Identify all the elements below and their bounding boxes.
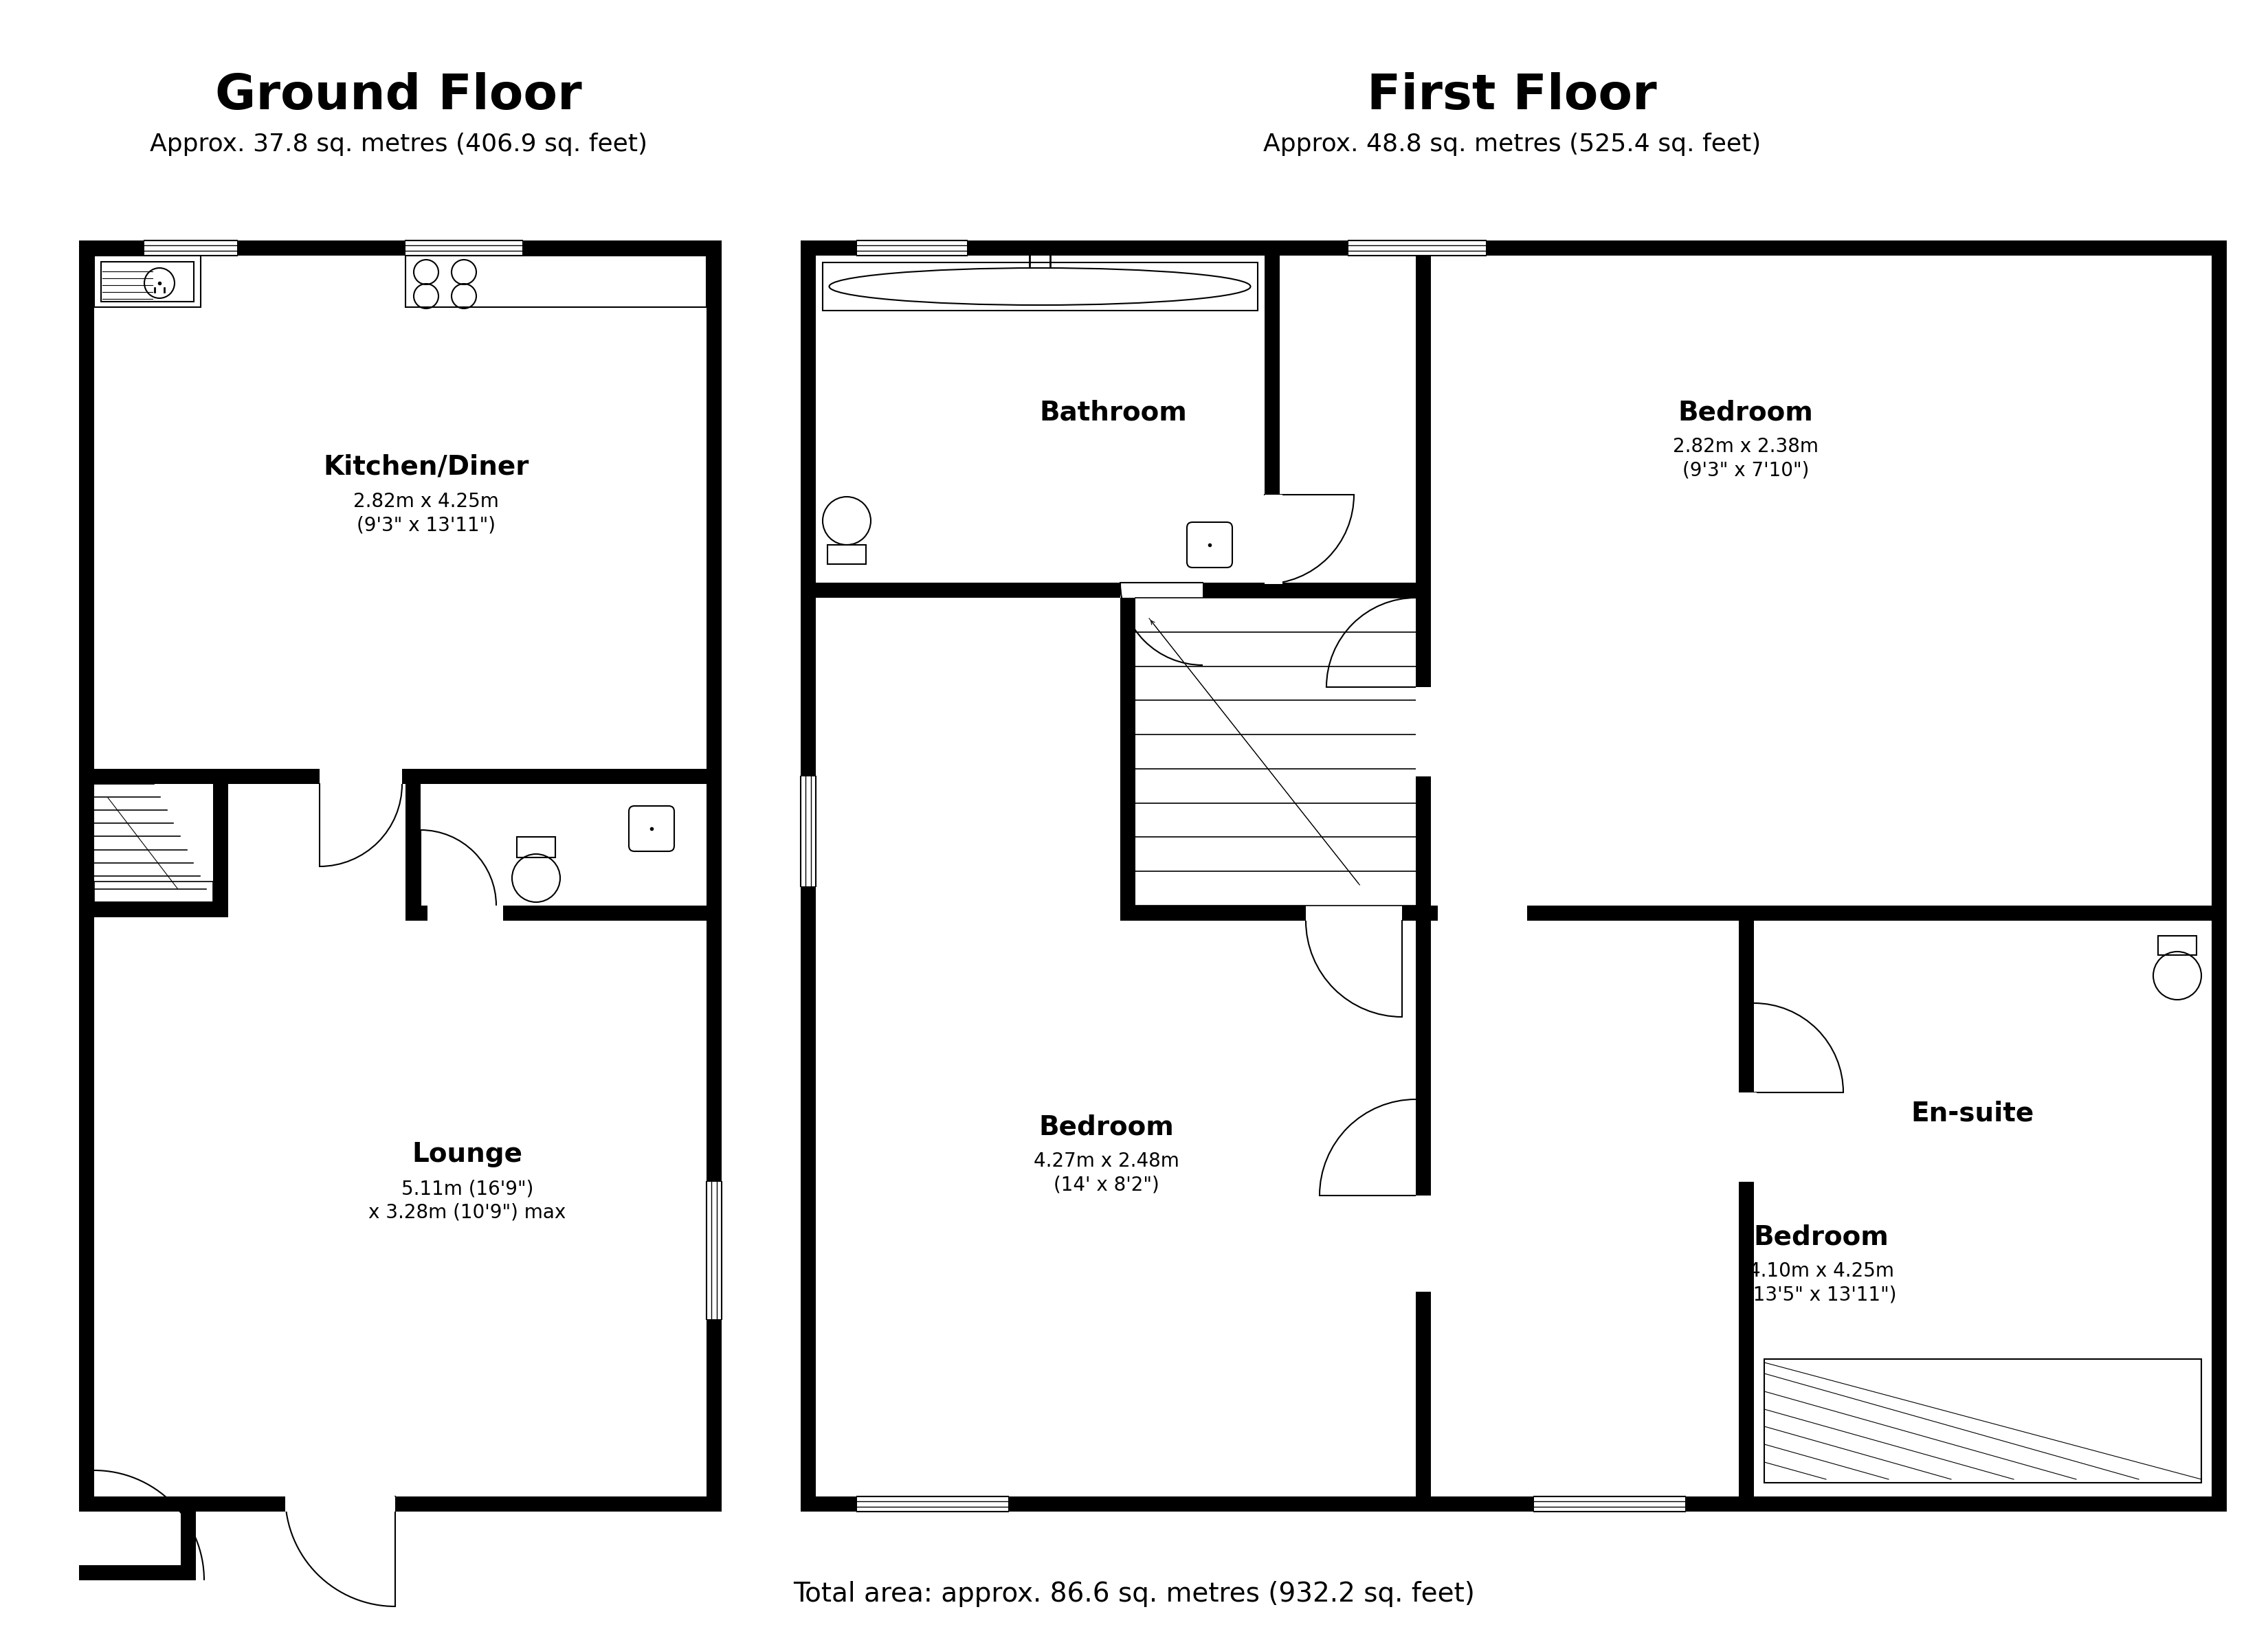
Bar xyxy=(857,241,966,256)
Text: 5.11m (16'9"): 5.11m (16'9") xyxy=(401,1179,533,1199)
Bar xyxy=(79,1565,195,1580)
Bar xyxy=(79,241,721,256)
Bar xyxy=(1266,495,1281,584)
Text: (13'5" x 13'11"): (13'5" x 13'11") xyxy=(1746,1286,1896,1304)
Bar xyxy=(401,768,708,783)
Bar xyxy=(426,905,503,920)
Bar xyxy=(406,905,708,920)
Bar xyxy=(145,241,238,256)
Text: x 3.28m (10'9") max: x 3.28m (10'9") max xyxy=(370,1204,567,1222)
Text: (14' x 8'2"): (14' x 8'2") xyxy=(1055,1176,1159,1196)
Bar xyxy=(1120,905,1306,920)
Bar xyxy=(1431,905,2211,920)
Bar xyxy=(2159,935,2195,955)
Bar xyxy=(79,241,95,1512)
Text: Total area: approx. 86.6 sq. metres (932.2 sq. feet): Total area: approx. 86.6 sq. metres (932… xyxy=(794,1581,1474,1608)
Bar xyxy=(95,768,320,783)
Bar xyxy=(708,1182,721,1319)
Bar xyxy=(1266,256,1279,582)
Text: (9'3" x 13'11"): (9'3" x 13'11") xyxy=(356,516,494,536)
Text: 4.27m x 2.48m: 4.27m x 2.48m xyxy=(1034,1151,1179,1171)
Bar xyxy=(102,262,193,302)
Bar xyxy=(1415,256,1431,1497)
Bar xyxy=(95,902,229,917)
Bar xyxy=(406,256,708,307)
Bar xyxy=(95,882,213,902)
Text: Lounge: Lounge xyxy=(413,1141,522,1167)
Bar xyxy=(1765,1359,2202,1482)
Bar xyxy=(1202,582,1415,597)
Bar xyxy=(95,256,200,307)
Text: Approx. 48.8 sq. metres (525.4 sq. feet): Approx. 48.8 sq. metres (525.4 sq. feet) xyxy=(1263,132,1760,157)
Bar xyxy=(1415,1196,1433,1291)
Bar xyxy=(1402,905,1415,920)
Bar xyxy=(1740,1092,1758,1182)
Text: 4.10m x 4.25m: 4.10m x 4.25m xyxy=(1749,1261,1894,1281)
Text: (9'3" x 7'10"): (9'3" x 7'10") xyxy=(1683,462,1810,480)
Bar xyxy=(95,256,200,307)
Bar xyxy=(816,582,1120,597)
Bar xyxy=(1415,688,1433,777)
Bar xyxy=(857,1497,1009,1512)
Bar xyxy=(406,241,522,256)
Bar xyxy=(2211,241,2227,1512)
Bar xyxy=(1438,905,1526,920)
Bar xyxy=(823,262,1259,310)
Bar xyxy=(828,544,866,564)
Bar xyxy=(517,836,556,857)
Bar xyxy=(801,241,2227,256)
Bar xyxy=(1740,920,1753,1497)
Bar xyxy=(801,241,816,1512)
Bar xyxy=(801,777,816,887)
Bar xyxy=(181,1497,195,1580)
Bar xyxy=(1349,241,1486,256)
Text: Kitchen/Diner: Kitchen/Diner xyxy=(324,453,528,480)
Text: En-suite: En-suite xyxy=(1912,1100,2034,1126)
FancyBboxPatch shape xyxy=(628,806,674,851)
Text: Ground Floor: Ground Floor xyxy=(215,73,583,120)
Bar xyxy=(213,783,229,917)
Bar xyxy=(1120,597,1136,905)
Bar xyxy=(79,1497,721,1512)
Text: First Floor: First Floor xyxy=(1368,73,1658,120)
Bar xyxy=(801,1497,2227,1512)
Bar xyxy=(406,783,420,920)
Text: 2.82m x 4.25m: 2.82m x 4.25m xyxy=(354,491,499,511)
Text: Bathroom: Bathroom xyxy=(1039,399,1186,425)
FancyBboxPatch shape xyxy=(1186,523,1232,567)
Bar xyxy=(286,1497,395,1512)
Bar xyxy=(1533,1497,1685,1512)
Text: Bedroom: Bedroom xyxy=(1039,1113,1175,1139)
Text: Approx. 37.8 sq. metres (406.9 sq. feet): Approx. 37.8 sq. metres (406.9 sq. feet) xyxy=(150,132,646,157)
Text: Bedroom: Bedroom xyxy=(1678,399,1814,425)
Text: Bedroom: Bedroom xyxy=(1753,1224,1889,1250)
Bar xyxy=(708,241,721,1512)
Text: 2.82m x 2.38m: 2.82m x 2.38m xyxy=(1674,437,1819,457)
